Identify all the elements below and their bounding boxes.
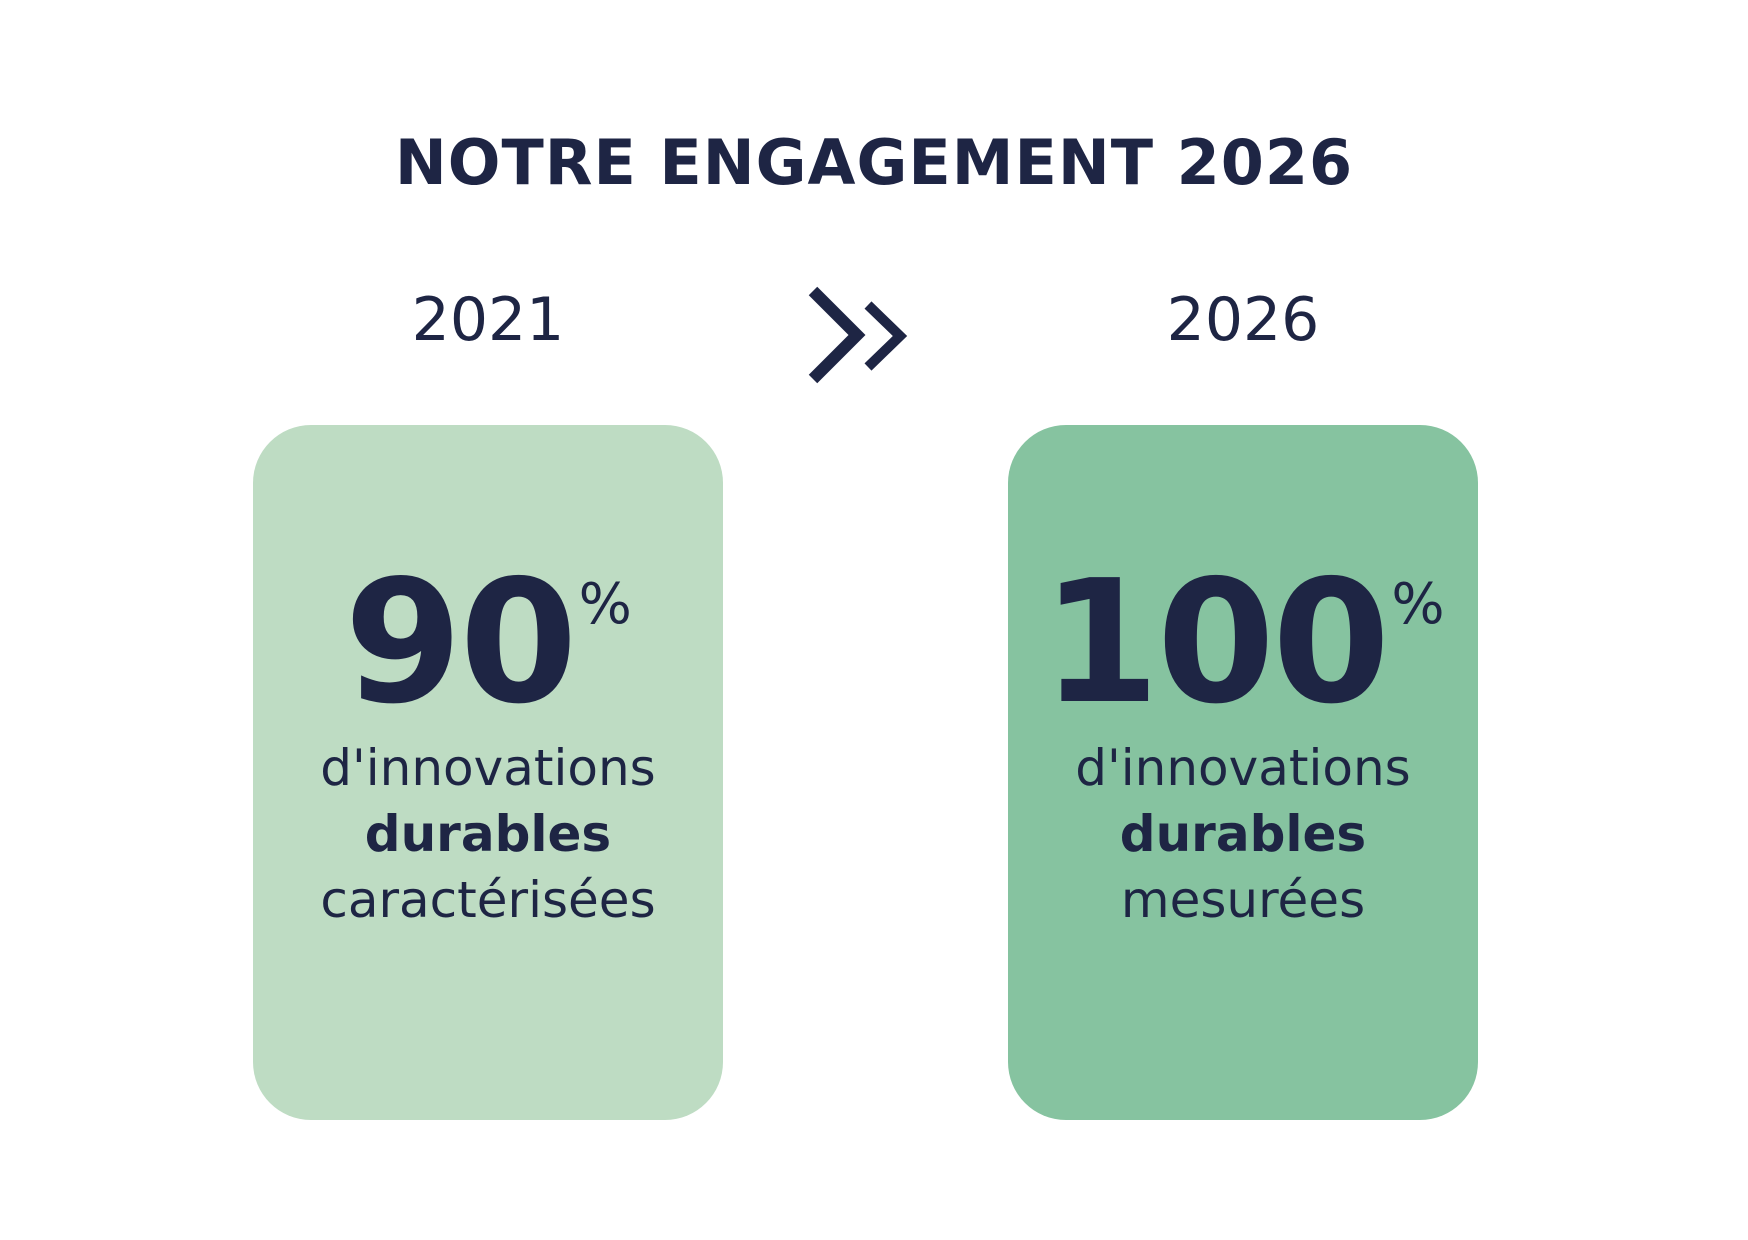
year-2021-label: 2021 bbox=[411, 285, 565, 355]
stat-value-2026: 100% bbox=[1008, 515, 1478, 786]
page-title: NOTRE ENGAGEMENT 2026 bbox=[394, 126, 1354, 199]
stat-description-2026: d'innovations durables mesurées bbox=[1008, 735, 1478, 933]
card-2021: 90% d'innovations durables caractérisées bbox=[253, 425, 723, 1120]
stat-number: 90 bbox=[344, 544, 578, 742]
description-line-1: d'innovations bbox=[320, 739, 656, 797]
description-line-2: durables bbox=[1119, 805, 1367, 863]
card-2026: 100% d'innovations durables mesurées bbox=[1008, 425, 1478, 1120]
percent-sign: % bbox=[578, 572, 632, 637]
description-line-2: durables bbox=[364, 805, 612, 863]
description-line-1: d'innovations bbox=[1075, 739, 1411, 797]
description-line-3: caractérisées bbox=[320, 871, 656, 929]
stat-description-2021: d'innovations durables caractérisées bbox=[253, 735, 723, 933]
double-chevron-right-icon bbox=[808, 286, 908, 384]
percent-sign: % bbox=[1391, 572, 1445, 637]
stat-number: 100 bbox=[1041, 544, 1390, 742]
stat-value-2021: 90% bbox=[253, 515, 723, 786]
description-line-3: mesurées bbox=[1120, 871, 1366, 929]
year-2026-label: 2026 bbox=[1166, 285, 1320, 355]
